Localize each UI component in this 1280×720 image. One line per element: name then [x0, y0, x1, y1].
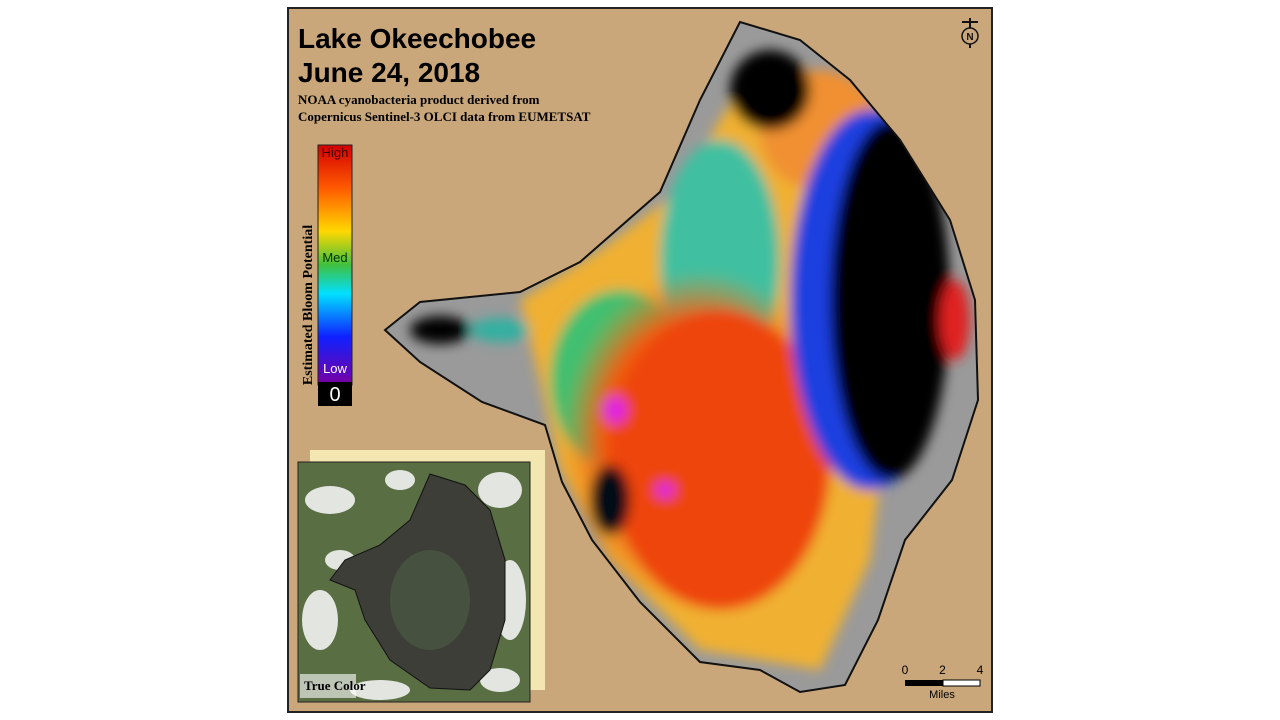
north-arrow: N — [961, 18, 979, 48]
map-title: Lake Okeechobee — [298, 23, 536, 54]
inset: True Color — [297, 450, 545, 703]
legend-zero: 0 — [329, 384, 340, 406]
scale-unit: Miles — [929, 689, 955, 701]
subtitle: Copernicus Sentinel-3 OLCI data from EUM… — [298, 109, 591, 124]
scale-bar: Miles 0 2 4 — [902, 663, 984, 701]
scale-tick-label: 4 — [977, 663, 984, 677]
subtitle: NOAA cyanobacteria product derived from — [298, 92, 540, 107]
lake-outline — [383, 20, 980, 694]
legend-low: Low — [323, 361, 347, 376]
map-date: June 24, 2018 — [298, 57, 480, 88]
legend-axis-label: Estimated Bloom Potential — [301, 225, 316, 385]
inset-label: True Color — [304, 678, 366, 693]
scale-tick-label: 0 — [902, 663, 909, 677]
legend-med: Med — [322, 250, 347, 265]
north-label: N — [966, 32, 973, 43]
legend: High Med Low 0 Estimated Bloom Potential — [301, 144, 353, 406]
legend-high: High — [322, 145, 349, 160]
scale-tick-label: 2 — [939, 663, 946, 677]
